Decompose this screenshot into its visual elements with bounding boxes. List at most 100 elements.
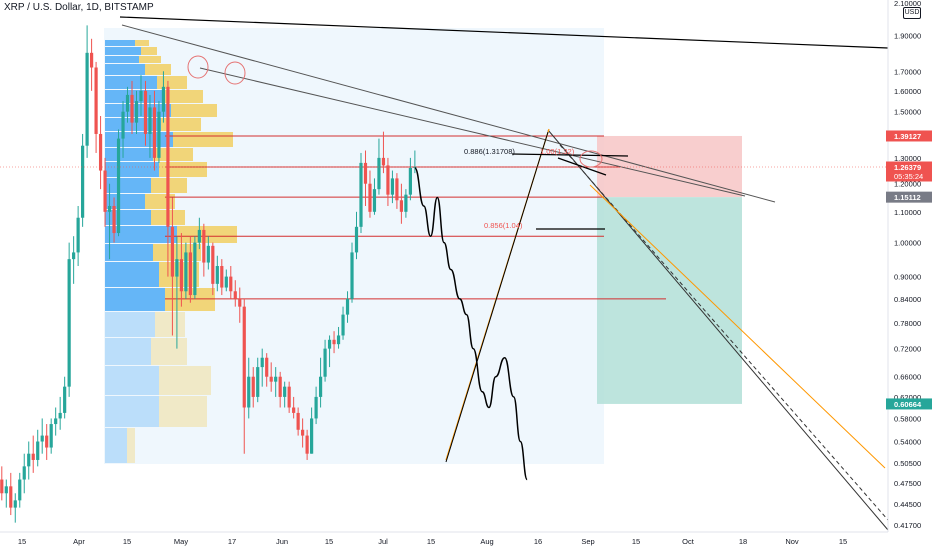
- x-tick-label: 15: [325, 537, 333, 546]
- candle-body: [18, 479, 22, 501]
- candle-body: [184, 252, 188, 292]
- y-tick-label: 1.60000: [894, 87, 921, 96]
- volume-profile-bar-up: [105, 148, 153, 161]
- candle-body: [359, 162, 363, 227]
- fib-annotation-label: 0.856(1.04): [484, 221, 523, 230]
- candle-body: [134, 101, 139, 123]
- major-trendline: [119, 16, 889, 49]
- volume-profile-bar-up: [105, 47, 141, 55]
- trendline-lower: [199, 67, 746, 197]
- volume-profile-bar-down: [161, 118, 201, 131]
- currency-button[interactable]: USD: [903, 7, 921, 19]
- candle-body: [76, 217, 80, 253]
- candle-body: [242, 306, 246, 408]
- volume-profile-bar-up: [105, 90, 165, 103]
- price-badge: [886, 398, 932, 410]
- y-tick-label: 2.10000: [894, 0, 921, 8]
- candle-body: [63, 386, 67, 413]
- volume-profile-bar-down: [145, 64, 171, 75]
- candle-body: [314, 396, 318, 419]
- candle-body: [170, 226, 175, 277]
- y-tick-label: 0.66000: [894, 373, 921, 382]
- volume-profile-bar-up: [105, 226, 177, 243]
- volume-profile-bar-down: [151, 338, 187, 365]
- candle-body: [377, 157, 381, 190]
- candle-body: [256, 367, 260, 397]
- trendline-descending: [547, 129, 889, 531]
- price-badge-label: 0.60664: [894, 400, 922, 409]
- candle-body: [193, 242, 197, 296]
- y-tick-label: 0.44500: [894, 500, 921, 509]
- candle-body: [188, 252, 192, 296]
- x-tick-label: Aug: [480, 537, 493, 546]
- x-tick-label: 16: [534, 537, 542, 546]
- price-axis-bg: [888, 0, 932, 550]
- y-tick-label: 1.20000: [894, 180, 921, 189]
- y-tick-label: 1.00000: [894, 239, 921, 248]
- volume-profile-bar-down: [155, 312, 185, 337]
- volume-profile-bar-up: [105, 428, 127, 463]
- x-tick-label: 15: [632, 537, 640, 546]
- volume-profile-bar-down: [139, 56, 161, 63]
- x-tick-label: 15: [839, 537, 847, 546]
- candle-body: [112, 205, 116, 234]
- candle-body: [381, 157, 386, 166]
- x-tick-label: Jul: [378, 537, 388, 546]
- y-tick-label: 1.90000: [894, 31, 921, 40]
- candle-body: [350, 252, 354, 299]
- price-badge: [886, 130, 932, 142]
- y-tick-label: 0.62000: [894, 393, 921, 402]
- candle-body: [274, 376, 278, 382]
- trendline-upper: [121, 24, 776, 203]
- candle-body: [386, 165, 390, 195]
- volume-profile-bar-down: [145, 194, 175, 209]
- price-badge-label: 1.26379: [894, 163, 921, 172]
- volume-profile-bar-up: [105, 162, 159, 177]
- channel-top-line: [511, 153, 629, 157]
- y-tick-label: 0.90000: [894, 273, 921, 282]
- volume-profile-bar-down: [153, 148, 193, 161]
- candle-body: [305, 435, 309, 454]
- candle-body: [220, 266, 224, 288]
- candle-body: [157, 111, 161, 158]
- candle-body: [278, 376, 282, 397]
- x-tick-label: Sep: [581, 537, 594, 546]
- price-axis: 2.100001.900001.700001.600001.500001.400…: [886, 0, 932, 550]
- y-tick-label: 0.84000: [894, 295, 921, 304]
- x-tick-label: Apr: [73, 537, 85, 546]
- candle-body: [58, 412, 62, 419]
- candle-body: [265, 357, 269, 377]
- candle-body: [224, 276, 228, 288]
- price-badge-label: 1.39127: [894, 132, 921, 141]
- x-tick-label: 15: [18, 537, 26, 546]
- fib-extension-line: [589, 184, 886, 469]
- candle-body: [40, 435, 44, 442]
- x-tick-label: 15: [123, 537, 131, 546]
- y-tick-label: 0.50500: [894, 459, 921, 468]
- x-tick-label: 17: [228, 537, 236, 546]
- y-tick-label: 1.10000: [894, 208, 921, 217]
- candle-body: [0, 479, 4, 494]
- price-badge-label: 1.15112: [894, 193, 921, 202]
- candle-body: [161, 86, 166, 112]
- volume-profile-bar-up: [105, 288, 165, 311]
- candle-body: [206, 245, 210, 263]
- candle-body: [260, 357, 264, 368]
- candle-body: [336, 335, 341, 345]
- candle-body: [85, 52, 89, 146]
- y-tick-label: 0.58000: [894, 414, 921, 423]
- volume-profile-bar-down: [141, 47, 157, 55]
- candle-body: [72, 252, 76, 260]
- rally-trendline: [445, 131, 549, 463]
- high-marker-circle: [224, 61, 246, 85]
- y-tick-label: 0.41700: [894, 521, 921, 530]
- volume-profile-bar-up: [105, 40, 135, 46]
- candle-body: [9, 486, 13, 508]
- x-tick-label: Nov: [785, 537, 799, 546]
- volume-profile-bar-up: [105, 210, 151, 225]
- candle-body: [296, 412, 300, 430]
- candle-body: [152, 107, 157, 158]
- candle-body: [94, 67, 98, 134]
